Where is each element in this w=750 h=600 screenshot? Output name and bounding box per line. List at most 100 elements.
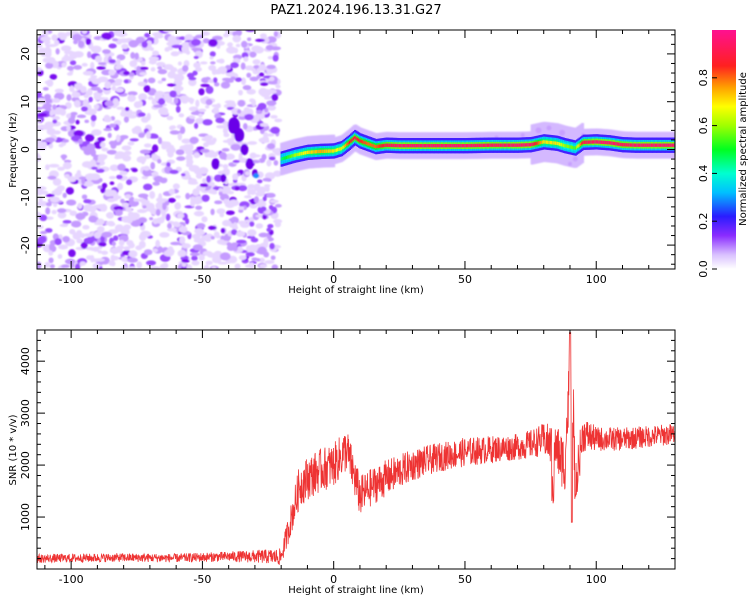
ridge-seg — [372, 144, 375, 148]
noise-blob — [157, 66, 163, 70]
ridge-seg — [640, 143, 643, 147]
noise-blob — [37, 186, 47, 191]
noise-blob — [104, 100, 115, 107]
ridge-seg — [602, 140, 605, 145]
noise-blob — [46, 128, 56, 136]
noise-blob — [147, 77, 156, 84]
ridge-seg — [653, 143, 656, 147]
noise-blob — [62, 192, 67, 198]
ridge-seg — [306, 150, 310, 155]
ridge-seg — [457, 144, 460, 148]
ridge-seg — [637, 143, 640, 147]
noise-blob — [273, 31, 279, 37]
ridge-seg — [281, 157, 285, 161]
ridge-seg — [421, 144, 424, 148]
noise-blob — [115, 87, 124, 93]
noise-blob — [156, 91, 166, 96]
ridge-seg — [301, 151, 304, 156]
noise-blob — [138, 209, 145, 213]
ridge-seg — [480, 143, 483, 148]
noise-blob — [246, 72, 252, 78]
ridge-seg — [537, 141, 541, 145]
ridge-seg — [507, 143, 510, 147]
noise-blob — [237, 157, 247, 163]
noise-blob — [236, 239, 247, 244]
noise-blob — [210, 236, 215, 240]
noise-blob — [182, 65, 189, 72]
noise-blob — [114, 65, 122, 70]
noise-blob — [238, 206, 245, 211]
noise-blob — [47, 122, 58, 127]
noise-blob — [194, 200, 201, 205]
ridge-seg — [431, 144, 434, 148]
ridge-blob — [567, 161, 572, 166]
noise-blob — [126, 216, 133, 224]
noise-blob — [232, 173, 239, 181]
noise-blob — [237, 99, 246, 107]
noise-blob — [238, 89, 243, 96]
noise-blob — [166, 83, 177, 87]
ridge-seg — [417, 144, 420, 148]
noise-blob — [250, 154, 261, 158]
noise-blob — [235, 30, 242, 37]
ridge-seg — [494, 143, 497, 147]
noise-blob — [126, 179, 133, 186]
noise-blob — [236, 230, 246, 237]
ridge-seg — [396, 143, 399, 148]
noise-blob — [266, 227, 272, 232]
noise-blob — [66, 199, 77, 206]
ridge-seg — [589, 140, 592, 144]
noise-blob — [267, 55, 274, 60]
noise-blob — [77, 202, 83, 210]
noise-blob — [187, 72, 195, 79]
noise-blob — [271, 93, 279, 102]
noise-blob — [227, 183, 236, 187]
ridge-seg — [376, 144, 379, 149]
noise-blob — [194, 122, 199, 129]
noise-blob — [123, 116, 130, 123]
noise-blob — [213, 77, 218, 84]
ridge-seg — [667, 143, 671, 147]
noise-blob — [151, 98, 157, 106]
ridge-seg — [671, 143, 674, 147]
noise-blob — [176, 87, 181, 96]
ridge-seg — [402, 144, 405, 148]
noise-blob — [103, 116, 112, 123]
ridge-seg — [482, 143, 485, 148]
noise-blob — [195, 99, 200, 108]
noise-blob — [113, 206, 124, 211]
noise-blob — [163, 250, 174, 257]
noise-blob — [195, 117, 205, 124]
ridge-seg — [503, 143, 506, 147]
y-tick-label: 0 — [19, 146, 32, 153]
noise-blob — [236, 249, 243, 253]
ridge-seg — [354, 135, 357, 140]
noise-blob — [71, 91, 81, 98]
noise-blob — [136, 65, 141, 74]
noise-blob — [259, 264, 268, 268]
ridge-seg — [478, 143, 481, 148]
noise-blob — [193, 55, 199, 60]
noise-blob — [247, 141, 258, 145]
ridge-seg — [512, 143, 516, 147]
ridge-seg — [464, 144, 467, 148]
ridge-seg — [549, 140, 552, 145]
ridge-seg — [459, 144, 462, 148]
ridge-seg — [394, 143, 397, 148]
noise-blob — [157, 69, 168, 75]
ridge-seg — [650, 143, 653, 147]
noise-blob — [139, 149, 151, 154]
ridge-seg — [648, 143, 651, 147]
noise-blob — [137, 112, 146, 117]
ridge-seg — [409, 144, 412, 148]
noise-blob — [90, 114, 97, 122]
noise-blob — [62, 220, 72, 224]
noise-blob — [213, 231, 220, 238]
ridge-seg — [502, 143, 505, 147]
noise-blob — [37, 261, 42, 269]
noise-blob — [219, 252, 231, 261]
noise-blob — [179, 145, 190, 151]
noise-blob — [45, 216, 54, 220]
ridge-seg — [438, 144, 441, 148]
noise-blob — [58, 143, 64, 148]
